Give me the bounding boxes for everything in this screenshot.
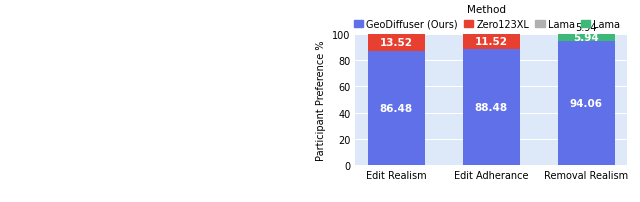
Text: 94.06: 94.06 [570, 99, 603, 109]
Text: 13.52: 13.52 [380, 38, 413, 48]
Bar [367, 52, 424, 166]
Legend: GeoDiffuser (Ours), Zero123XL, Lama, Lama: GeoDiffuser (Ours), Zero123XL, Lama, Lam… [354, 5, 620, 29]
Bar [558, 42, 615, 166]
Bar [367, 34, 424, 52]
Bar [558, 34, 615, 42]
Text: 5.94: 5.94 [573, 33, 599, 43]
Text: 5.94: 5.94 [575, 23, 597, 33]
Text: 88.48: 88.48 [475, 103, 508, 113]
Y-axis label: Participant Preference %: Participant Preference % [316, 40, 326, 160]
Bar [463, 34, 520, 49]
Bar [463, 49, 520, 166]
Text: 86.48: 86.48 [380, 104, 413, 114]
Text: 11.52: 11.52 [475, 37, 508, 47]
